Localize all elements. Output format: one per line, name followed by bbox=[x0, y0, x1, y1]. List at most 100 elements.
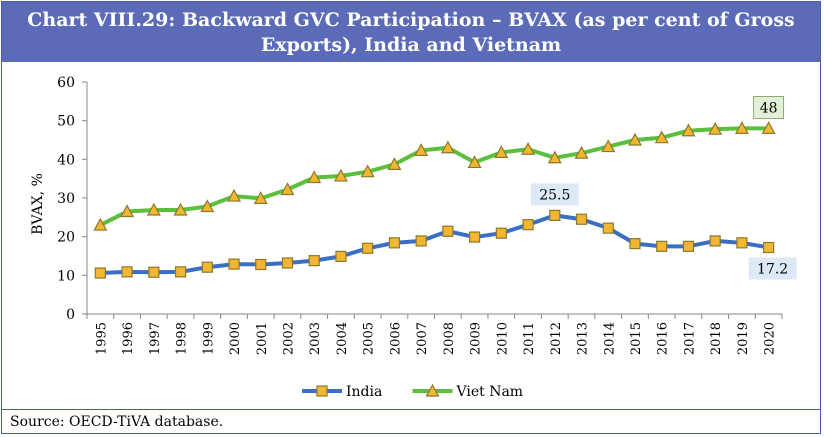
y-tick-label: 10 bbox=[57, 268, 75, 284]
data-point-india bbox=[442, 225, 454, 237]
data-label-india-2020: 17.2 bbox=[748, 257, 797, 280]
series-line-india bbox=[100, 213, 769, 276]
legend-swatch-marker bbox=[316, 385, 328, 397]
x-tick-label: 2008 bbox=[442, 322, 457, 355]
chart-title-line-2: Exports), India and Vietnam bbox=[260, 34, 562, 56]
data-point-india bbox=[308, 255, 320, 267]
data-point-viet-nam bbox=[601, 139, 616, 153]
x-tick-label: 2017 bbox=[682, 322, 697, 355]
y-tick-label: 50 bbox=[57, 114, 75, 130]
x-tick-label: 1995 bbox=[94, 322, 109, 355]
legend-label: India bbox=[346, 384, 382, 400]
data-point-viet-nam bbox=[521, 142, 536, 155]
x-tick-label: 2013 bbox=[576, 322, 591, 355]
source-note: Source: OECD-TiVA database. bbox=[2, 409, 820, 433]
x-tick-label: 2014 bbox=[602, 322, 617, 355]
data-point-viet-nam bbox=[307, 170, 322, 184]
data-label-box bbox=[748, 257, 797, 280]
data-point-viet-nam bbox=[574, 145, 589, 159]
data-label-viet-nam-2020: 48 bbox=[753, 96, 785, 119]
data-point-viet-nam bbox=[253, 191, 268, 204]
x-tick-label: 2020 bbox=[763, 322, 778, 355]
x-axis: 1995 1996 1997 1998 1999 2000 2001 2002 2003 2004… bbox=[86, 313, 783, 355]
data-point-india bbox=[148, 266, 160, 278]
data-point-india bbox=[255, 258, 267, 271]
data-point-india bbox=[362, 242, 374, 254]
x-tick-label: 1997 bbox=[148, 322, 163, 355]
data-point-viet-nam bbox=[761, 121, 776, 135]
data-point-india bbox=[174, 266, 187, 278]
x-tick-label: 2005 bbox=[362, 322, 377, 355]
data-point-viet-nam bbox=[387, 157, 402, 170]
series-layer bbox=[93, 121, 776, 279]
data-point-india bbox=[709, 235, 721, 247]
x-tick-label: 2001 bbox=[255, 322, 270, 355]
data-label-india-2012: 25.5 bbox=[530, 183, 579, 206]
data-point-india bbox=[763, 241, 775, 254]
x-tick-label: 1999 bbox=[201, 322, 216, 355]
line-chart: 0 10 20 30 40 50 60 1995 1996 1997 1998 1999 2000 20… bbox=[30, 75, 797, 400]
x-tick-label: 2015 bbox=[629, 322, 644, 355]
data-point-viet-nam bbox=[280, 182, 295, 196]
x-tick-label: 2009 bbox=[469, 322, 484, 355]
y-tick-label: 40 bbox=[57, 152, 75, 168]
series-line-viet-nam bbox=[99, 126, 769, 227]
data-label-box bbox=[753, 96, 785, 119]
y-axis-label: BVAX, % bbox=[30, 173, 46, 235]
data-point-viet-nam bbox=[467, 155, 482, 169]
data-label-text: 17.2 bbox=[757, 261, 788, 277]
data-point-viet-nam bbox=[681, 123, 696, 137]
x-tick-label: 2019 bbox=[736, 322, 751, 355]
y-tick-label: 0 bbox=[66, 307, 75, 323]
x-tick-label: 1998 bbox=[175, 322, 190, 355]
data-point-india bbox=[656, 240, 668, 252]
y-tick-label: 30 bbox=[57, 191, 75, 207]
data-point-india bbox=[228, 258, 240, 270]
data-point-india bbox=[602, 222, 614, 234]
data-point-india bbox=[94, 267, 106, 279]
chart-title-bar: Chart VIII.29: Backward GVC Participatio… bbox=[2, 2, 820, 62]
x-tick-label: 2007 bbox=[415, 322, 430, 355]
x-tick-label: 2018 bbox=[709, 322, 724, 355]
data-point-viet-nam bbox=[146, 202, 161, 216]
data-point-india bbox=[335, 250, 347, 262]
data-point-india bbox=[121, 266, 133, 278]
legend-item-india: India bbox=[302, 384, 382, 400]
data-point-viet-nam bbox=[547, 150, 562, 164]
x-tick-label: 1996 bbox=[121, 322, 136, 355]
data-point-viet-nam bbox=[734, 121, 749, 135]
data-point-viet-nam bbox=[173, 202, 188, 216]
legend-label: Viet Nam bbox=[456, 384, 524, 400]
annotation-layer: 25.5 17.2 48 bbox=[530, 96, 797, 280]
series-india bbox=[94, 209, 775, 279]
data-point-viet-nam bbox=[227, 188, 242, 202]
x-tick-label: 2016 bbox=[656, 322, 671, 355]
chart-title-line-1: Chart VIII.29: Backward GVC Participatio… bbox=[27, 9, 795, 31]
data-label-text: 25.5 bbox=[539, 187, 570, 203]
legend: India Viet Nam bbox=[302, 383, 524, 400]
data-point-viet-nam bbox=[200, 199, 215, 213]
data-point-india bbox=[522, 219, 534, 231]
data-point-india bbox=[629, 238, 641, 250]
data-point-india bbox=[415, 235, 427, 247]
x-tick-label: 2000 bbox=[228, 322, 243, 355]
data-point-india bbox=[388, 237, 401, 249]
data-point-india bbox=[281, 257, 294, 269]
x-tick-label: 2002 bbox=[281, 322, 296, 355]
data-point-viet-nam bbox=[120, 204, 135, 218]
chart-area: 0 10 20 30 40 50 60 1995 1996 1997 1998 1999 2000 20… bbox=[2, 64, 820, 409]
x-tick-label: 2012 bbox=[549, 322, 564, 355]
data-point-viet-nam bbox=[333, 168, 348, 182]
y-tick-label: 60 bbox=[57, 75, 75, 91]
x-tick-label: 2011 bbox=[522, 322, 537, 355]
y-tick-label: 20 bbox=[57, 230, 75, 246]
series-viet-nam bbox=[93, 121, 776, 231]
data-point-india bbox=[468, 231, 481, 243]
data-point-india bbox=[575, 213, 588, 225]
data-point-india bbox=[549, 209, 561, 221]
data-point-viet-nam bbox=[360, 164, 375, 178]
x-tick-label: 2006 bbox=[388, 322, 403, 355]
data-point-india bbox=[201, 261, 213, 273]
data-point-viet-nam bbox=[654, 130, 669, 144]
